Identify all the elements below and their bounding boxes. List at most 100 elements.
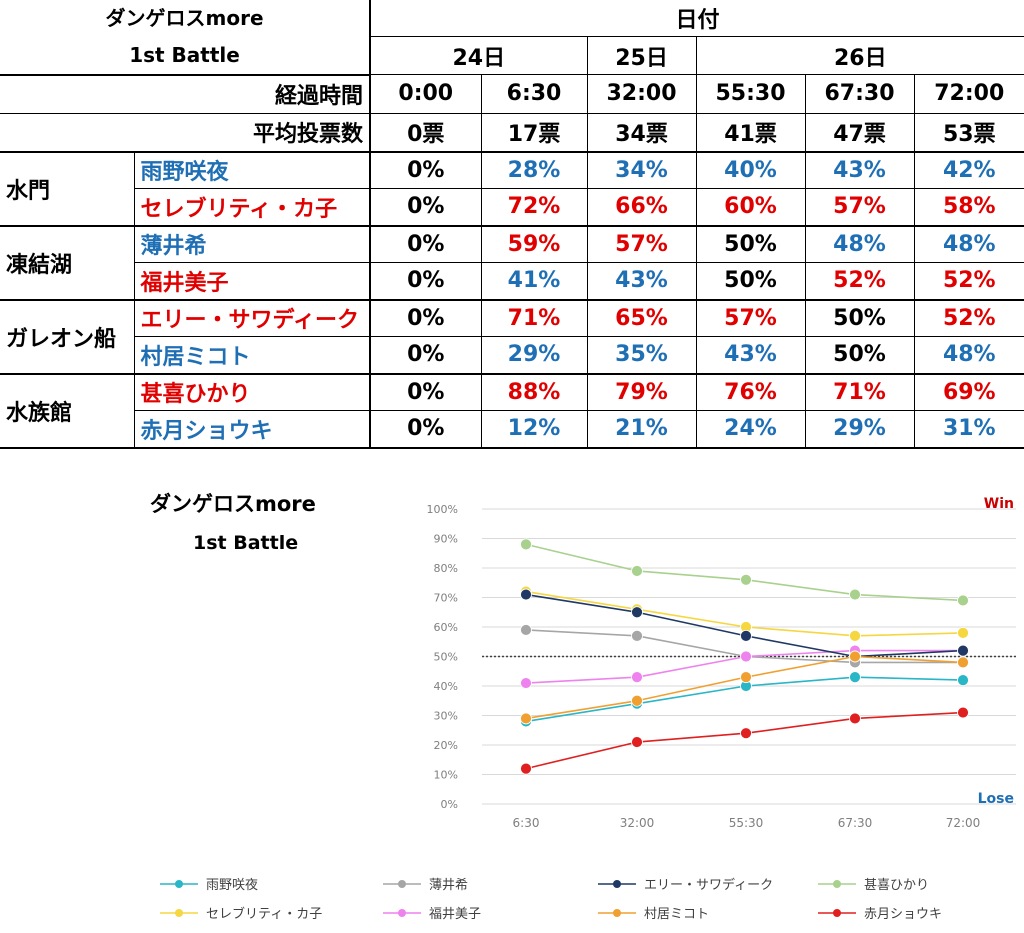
percent-cell: 79% (586, 372, 697, 411)
percent-cell: 50% (695, 262, 806, 300)
percent-cell: 50% (804, 336, 915, 374)
x-tick-label: 72:00 (946, 816, 981, 830)
data-point (520, 588, 532, 601)
avg-votes-cell: 17票 (480, 112, 588, 152)
percent-cell: 0% (369, 336, 482, 374)
y-tick-label: 60% (434, 621, 458, 634)
group-name: 凍結湖 (0, 224, 135, 300)
percent-cell: 0% (369, 150, 482, 189)
avg-votes-cell: 53票 (913, 112, 1024, 152)
y-tick-label: 10% (434, 769, 458, 782)
legend-swatch-marker (398, 909, 406, 917)
y-tick-label: 50% (434, 651, 458, 664)
y-tick-label: 80% (434, 562, 458, 575)
percent-cell: 0% (369, 262, 482, 300)
y-tick-label: 90% (434, 533, 458, 546)
percent-cell: 88% (480, 372, 588, 411)
percent-cell: 43% (804, 150, 915, 189)
data-point (957, 674, 969, 686)
data-point (740, 573, 752, 586)
data-point (957, 594, 969, 607)
data-point (740, 727, 752, 740)
group-name: ガレオン船 (0, 298, 135, 374)
x-tick-label: 6:30 (513, 816, 540, 830)
y-tick-label: 0% (441, 798, 458, 811)
table-row: 水族館 甚喜ひかり 0% 88% 79% 76% 71% 69% (0, 372, 1024, 449)
data-point (957, 706, 969, 719)
legend-swatch-marker (613, 909, 621, 917)
data-point (849, 671, 861, 684)
data-point (957, 644, 969, 657)
percent-cell: 69% (913, 372, 1024, 411)
legend-label: 薄井希 (429, 878, 468, 893)
percent-cell: 58% (913, 188, 1024, 226)
data-point (631, 736, 643, 748)
table-row: セレブリティ・カ子 0% 72% 66% 60% 57% 58% (0, 188, 1024, 226)
chart-subtitle: 1st Battle (193, 532, 299, 554)
elapsed-cell: 55:30 (695, 74, 806, 114)
date-header: 日付 (369, 0, 1024, 37)
character-name: 赤月ショウキ (133, 410, 372, 449)
data-point (849, 588, 861, 601)
elapsed-cell: 67:30 (804, 74, 915, 114)
data-point (631, 565, 643, 577)
legend-swatch-marker (833, 880, 841, 888)
percent-cell: 60% (695, 188, 806, 226)
character-name: 村居ミコト (133, 336, 372, 374)
data-point (740, 629, 752, 642)
data-point (849, 650, 861, 663)
percent-cell: 0% (369, 188, 482, 226)
y-tick-label: 70% (434, 592, 458, 605)
y-tick-label: 100% (427, 503, 458, 516)
avg-votes-cell: 34票 (586, 112, 697, 152)
x-tick-label: 67:30 (838, 816, 873, 830)
percent-cell: 29% (804, 410, 915, 449)
elapsed-cell: 0:00 (369, 74, 482, 114)
table-subtitle: 1st Battle (0, 36, 372, 76)
percent-cell: 71% (804, 372, 915, 411)
data-point (520, 538, 532, 551)
percent-cell: 24% (695, 410, 806, 449)
vote-table: ダンゲロスmore 日付 1st Battle 24日 25日 26日 経過時間… (0, 0, 1024, 449)
legend-label: 福井美子 (429, 907, 481, 922)
series-line (525, 543, 964, 602)
y-tick-label: 30% (434, 710, 458, 723)
series-line (525, 711, 964, 770)
percent-cell: 35% (586, 336, 697, 374)
data-point (631, 606, 643, 619)
y-tick-label: 40% (434, 680, 458, 693)
group-name: 水族館 (0, 372, 135, 449)
percent-cell: 52% (804, 262, 915, 300)
data-point (631, 671, 643, 684)
legend-label: 村居ミコト (644, 907, 709, 922)
legend-label: 甚喜ひかり (864, 878, 929, 893)
data-point (631, 694, 643, 707)
percent-cell: 57% (804, 188, 915, 226)
legend-label: 雨野咲夜 (206, 877, 258, 893)
day-header-26: 26日 (695, 36, 1024, 75)
data-point (957, 627, 969, 639)
table-title: ダンゲロスmore (0, 0, 372, 37)
legend-swatch-marker (613, 880, 621, 888)
percent-cell: 0% (369, 410, 482, 449)
table-row: 凍結湖 薄井希 0% 59% 57% 50% 48% 48% (0, 224, 1024, 300)
character-name: 薄井希 (133, 224, 372, 263)
data-point (849, 712, 861, 725)
day-header-25: 25日 (586, 36, 697, 75)
legend-label: エリー・サワディーク (644, 877, 773, 893)
percent-cell: 59% (480, 224, 588, 263)
elapsed-cell: 72:00 (913, 74, 1024, 114)
x-tick-label: 55:30 (729, 816, 764, 830)
avg-votes-label: 平均投票数 (0, 112, 372, 152)
table-row: 赤月ショウキ 0% 12% 21% 24% 29% 31% (0, 410, 1024, 449)
legend-swatch-marker (175, 909, 183, 917)
percent-cell: 28% (480, 150, 588, 189)
legend-swatch-marker (398, 880, 406, 888)
percent-cell: 43% (695, 336, 806, 374)
table-row: 村居ミコト 0% 29% 35% 43% 50% 48% (0, 336, 1024, 374)
day-header-24: 24日 (369, 36, 588, 75)
percent-cell: 42% (913, 150, 1024, 189)
lose-label: Lose (978, 791, 1014, 807)
data-point (520, 624, 532, 636)
